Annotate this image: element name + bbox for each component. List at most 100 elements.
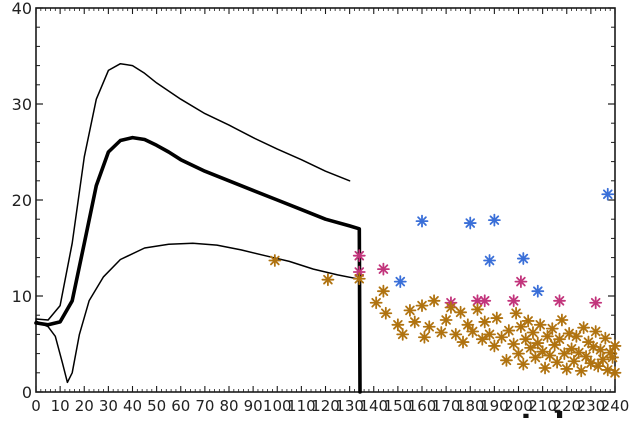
scatter-point xyxy=(466,325,480,338)
x-tick-label: 120 xyxy=(311,397,340,415)
y-tick-label: 10 xyxy=(12,287,32,306)
y-tick-label: 40 xyxy=(12,0,32,18)
x-tick-label: 210 xyxy=(528,397,557,415)
x-tick-label: 20 xyxy=(75,397,94,415)
x-tick-label: 10 xyxy=(51,397,70,415)
scatter-point xyxy=(567,354,581,368)
scatter-point xyxy=(391,318,405,332)
scatter-point xyxy=(538,361,552,375)
scatter-point xyxy=(521,314,535,328)
scatter-point xyxy=(512,347,525,361)
scatter-point xyxy=(598,331,612,345)
plot-frame xyxy=(35,7,616,393)
scatter-point xyxy=(555,313,569,327)
series-line-thick xyxy=(34,135,362,394)
x-tick-label: 110 xyxy=(287,397,316,415)
x-tick-label: 240 xyxy=(601,397,630,415)
scatter-point xyxy=(500,353,513,367)
scatter-point xyxy=(531,336,545,350)
scatter-point xyxy=(502,324,516,337)
scatter-point xyxy=(490,311,504,325)
scatter-point xyxy=(574,364,588,378)
axis-tick-labels: 0 10 20 30 40 0 10 20 30 40 50 60 70 80 90 100110120130… xyxy=(12,0,630,415)
x-tick-label: 130 xyxy=(335,397,364,415)
scatter-point xyxy=(570,329,583,343)
scatter-point xyxy=(483,327,496,341)
series-line-thin xyxy=(35,242,358,384)
x-tick-label: 30 xyxy=(99,397,118,415)
series-layer xyxy=(34,62,622,394)
scatter-point xyxy=(449,327,463,341)
scatter-point xyxy=(369,296,383,310)
scatter-point xyxy=(403,303,417,317)
scatter-point xyxy=(572,346,586,360)
x-tick-label: 100 xyxy=(263,397,292,415)
scatter-point xyxy=(553,332,566,346)
scatter-point xyxy=(427,294,441,308)
scatter-point xyxy=(516,252,530,265)
scatter-point xyxy=(483,254,496,267)
scatter-point xyxy=(376,262,390,276)
footer-partial-text: ...etal... xyxy=(470,407,596,418)
scatter-point xyxy=(591,359,605,373)
y-tick-label: 30 xyxy=(12,95,32,114)
scatter-point xyxy=(582,335,595,349)
x-tick-label: 90 xyxy=(244,397,263,415)
x-tick-label: 200 xyxy=(504,397,533,415)
x-tick-label: 150 xyxy=(384,397,413,415)
scatter-point xyxy=(608,339,622,353)
scatter-point xyxy=(514,320,528,334)
scatter-point xyxy=(594,343,607,357)
x-tick-label: 80 xyxy=(219,397,238,415)
series-line-thin xyxy=(35,62,351,321)
scatter-point xyxy=(528,351,542,364)
scatter-point xyxy=(531,284,545,298)
scatter-point xyxy=(379,306,393,320)
scatter-point xyxy=(376,284,390,298)
scatter-point xyxy=(509,306,523,320)
x-tick-label: 140 xyxy=(359,397,388,415)
scatter-point xyxy=(507,337,521,351)
x-tick-label: 180 xyxy=(456,397,485,415)
x-tick-label: 220 xyxy=(552,397,581,415)
scatter-point xyxy=(516,357,530,371)
scatter-point xyxy=(560,362,574,376)
scatter-point xyxy=(461,318,475,332)
scatter-point xyxy=(434,326,448,339)
x-tick-label: 50 xyxy=(147,397,166,415)
scatter-point xyxy=(557,347,571,361)
scatter-point xyxy=(475,332,489,346)
scatter-point xyxy=(596,352,610,366)
x-tick-label: 160 xyxy=(408,397,437,415)
scatter-point xyxy=(454,305,468,319)
scatter-point xyxy=(422,320,436,334)
scatter-point xyxy=(601,187,615,201)
scatter-point xyxy=(524,341,537,355)
scatter-point xyxy=(478,315,492,329)
axis-ticks xyxy=(35,7,616,393)
scatter-point xyxy=(418,330,431,344)
scatter-point xyxy=(606,351,619,364)
x-tick-label: 190 xyxy=(480,397,509,415)
scatter-point xyxy=(463,216,477,230)
scatter-point xyxy=(507,294,521,308)
scatter-point xyxy=(589,325,603,338)
scatter-point xyxy=(352,272,366,286)
scatter-point xyxy=(550,355,564,369)
scatter-point xyxy=(478,294,492,308)
scatter-point xyxy=(579,350,593,363)
scatter-point xyxy=(553,294,566,308)
y-tick-label: 20 xyxy=(12,191,32,210)
scatter-point xyxy=(321,273,335,287)
x-tick-label: 170 xyxy=(432,397,461,415)
x-tick-label: 0 xyxy=(31,397,41,415)
x-tick-label: 70 xyxy=(195,397,214,415)
scatter-point xyxy=(444,301,458,314)
scatter-point xyxy=(471,303,484,316)
scatter-point xyxy=(415,299,429,313)
scatter-point xyxy=(352,249,366,263)
scatter-point xyxy=(541,329,554,343)
scatter-point xyxy=(456,335,470,349)
